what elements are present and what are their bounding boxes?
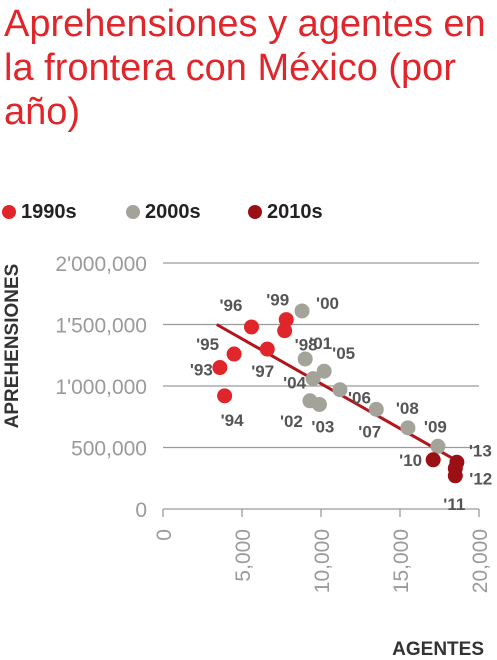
point-label-2010s-2: '12 xyxy=(469,469,492,488)
x-tick-label-2: 10,000 xyxy=(311,529,334,593)
point-label-1990s-2: '95 xyxy=(196,335,219,354)
point-1990s-4 xyxy=(259,341,275,357)
point-1990s-1 xyxy=(217,388,233,404)
legend-item-1990s: 1990s xyxy=(2,198,77,226)
point-2000s-8 xyxy=(400,420,416,436)
point-label-2000s-5: '05 xyxy=(332,344,355,363)
point-label-1990s-0: '93 xyxy=(190,361,213,380)
point-2010s-0 xyxy=(425,452,441,468)
point-label-2000s-1: '01 xyxy=(309,334,332,353)
point-1990s-6 xyxy=(278,312,294,328)
y-tick-label-4: 2'000,000 xyxy=(55,253,147,276)
point-1990s-5 xyxy=(277,323,293,339)
legend-label-1990s: 1990s xyxy=(21,200,77,223)
y-tick-label-0: 0 xyxy=(135,499,147,522)
point-2000s-6 xyxy=(332,382,348,398)
legend-label-2010s: 2010s xyxy=(267,200,323,223)
point-label-1990s-3: '96 xyxy=(219,296,242,315)
point-label-2000s-7: '07 xyxy=(358,422,381,441)
point-1990s-3 xyxy=(243,319,259,335)
x-tick-label-3: 15,000 xyxy=(390,529,413,593)
point-label-1990s-4: '97 xyxy=(251,362,274,381)
point-label-2000s-8: '08 xyxy=(396,399,419,418)
legend-dot-2000s xyxy=(126,205,140,219)
point-label-2000s-9: '09 xyxy=(424,417,447,436)
x-tick-label-4: 20,000 xyxy=(469,529,492,593)
legend-dot-2010s xyxy=(248,205,262,219)
point-2000s-1 xyxy=(297,351,313,367)
y-tick-label-1: 500,000 xyxy=(71,438,147,461)
x-tick-label-1: 5,000 xyxy=(232,529,255,582)
point-2010s-3 xyxy=(449,454,465,470)
point-label-2010s-0: '10 xyxy=(399,451,422,470)
legend-dot-1990s xyxy=(2,205,16,219)
point-label-2010s-1: '11 xyxy=(443,495,465,514)
point-2000s-7 xyxy=(368,401,384,417)
point-label-2000s-0: '00 xyxy=(316,294,339,313)
point-label-2000s-2: '02 xyxy=(280,412,303,431)
y-axis-label: APREHENSIONES xyxy=(2,264,23,429)
x-tick-label-0: 0 xyxy=(153,529,176,541)
point-label-2000s-4: '04 xyxy=(283,374,306,393)
x-axis-label: AGENTES xyxy=(392,639,484,660)
point-label-2000s-3: '03 xyxy=(311,417,334,436)
point-label-2000s-6: '06 xyxy=(348,389,371,408)
point-label-1990s-5: '98 xyxy=(295,336,318,355)
point-1990s-2 xyxy=(226,346,242,362)
point-label-1990s-6: '99 xyxy=(266,291,289,310)
legend-label-2000s: 2000s xyxy=(145,200,201,223)
legend: 1990s 2000s 2010s xyxy=(0,198,497,226)
point-2000s-5 xyxy=(316,363,332,379)
point-2000s-4 xyxy=(305,371,321,387)
legend-item-2010s: 2010s xyxy=(248,198,323,226)
y-tick-label-2: 1'000,000 xyxy=(55,376,147,399)
point-label-1990s-1: '94 xyxy=(221,411,244,430)
y-tick-label-3: 1'500,000 xyxy=(55,315,147,338)
point-2000s-9 xyxy=(430,438,446,454)
point-1990s-0 xyxy=(212,360,228,376)
legend-item-2000s: 2000s xyxy=(126,198,201,226)
point-2000s-0 xyxy=(294,303,310,319)
point-2000s-3 xyxy=(311,396,327,412)
point-label-2010s-3: '13 xyxy=(469,441,492,460)
chart-title: Aprehensiones y agentes en la frontera c… xyxy=(4,3,486,133)
